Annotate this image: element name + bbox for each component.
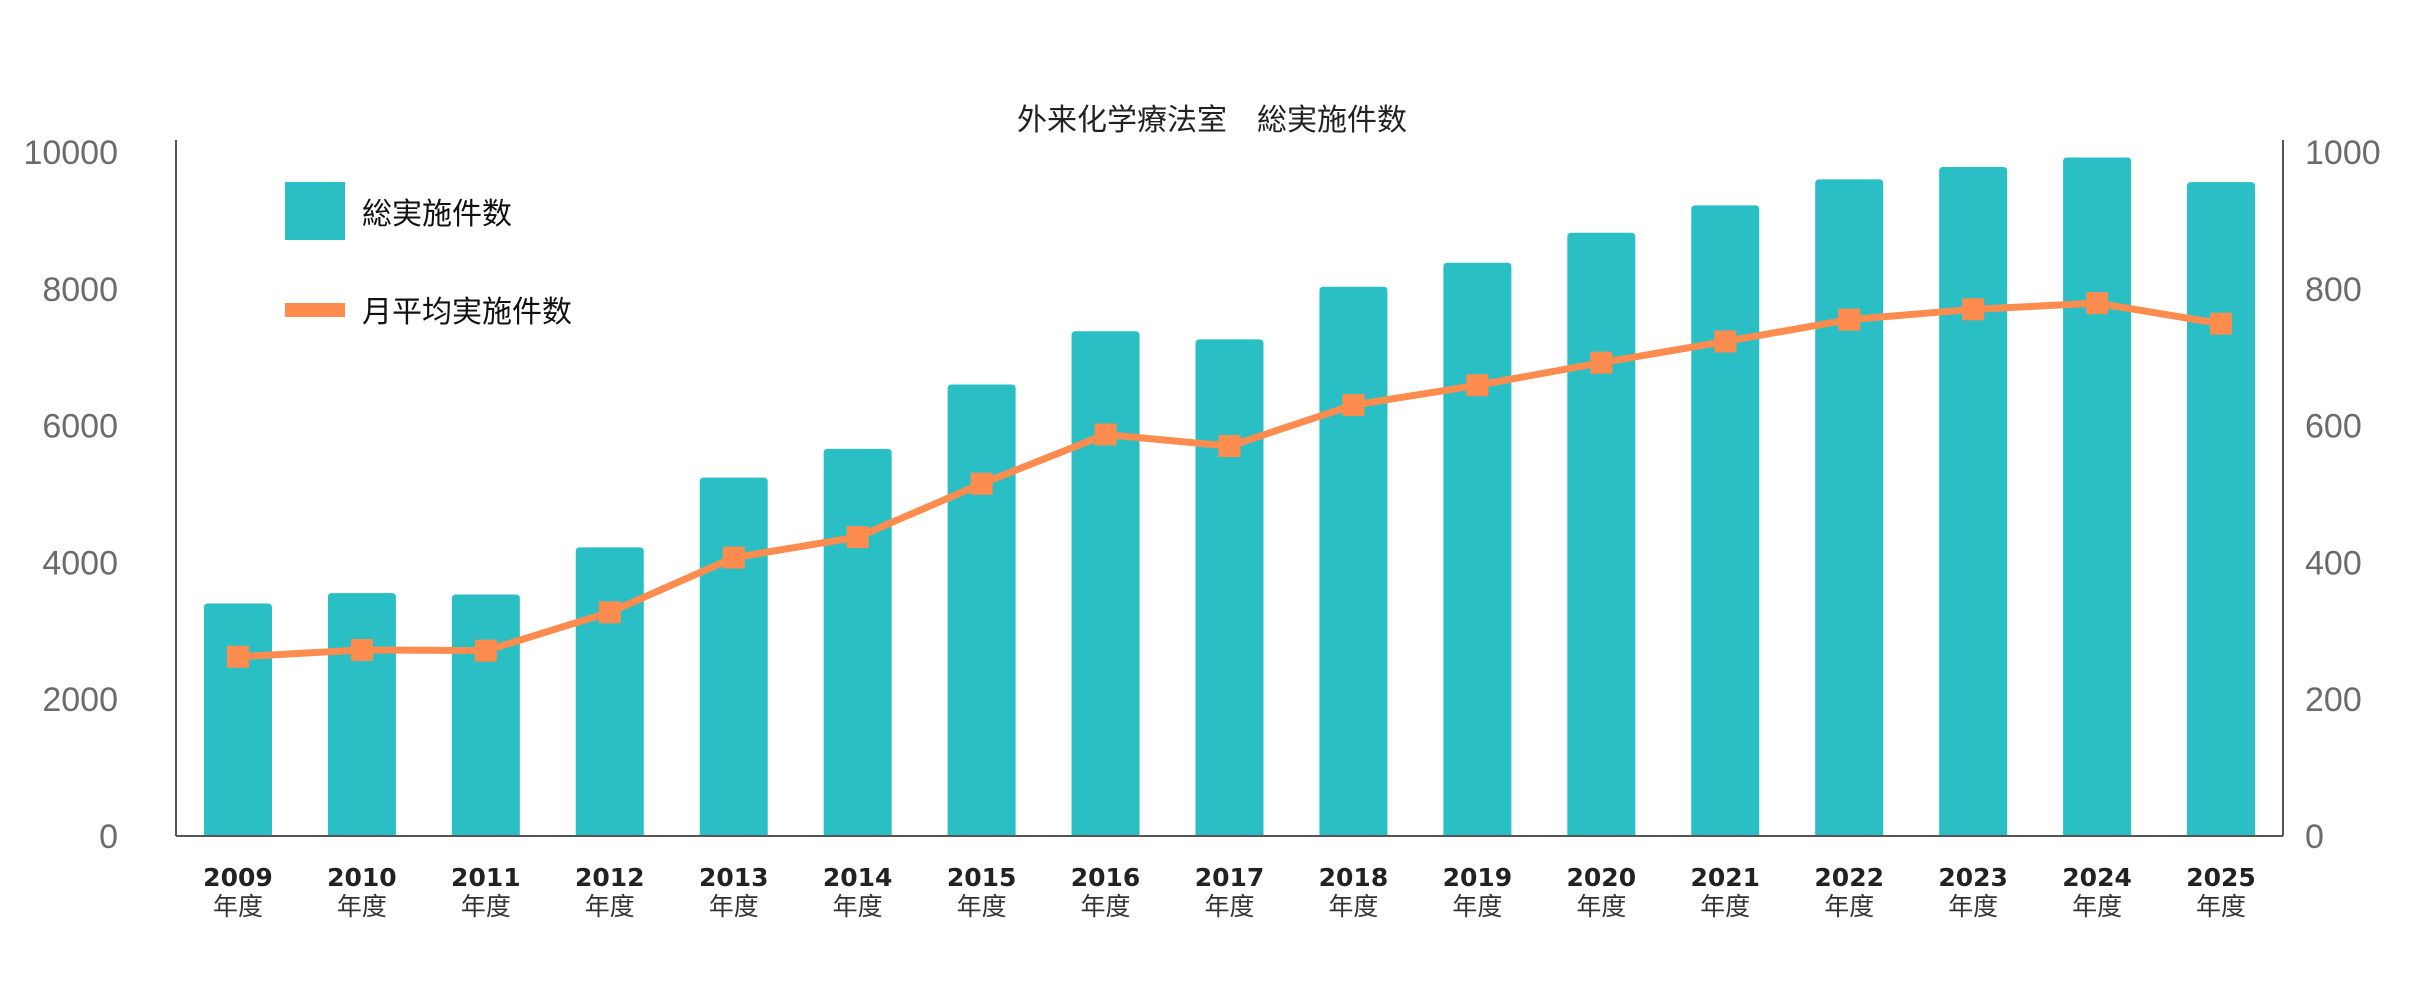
x-tick-unit: 年度 bbox=[1576, 892, 1626, 921]
x-tick-year-2013: 2013 bbox=[699, 863, 769, 892]
line-marker-2014 bbox=[846, 526, 869, 549]
x-tick-unit: 年度 bbox=[1948, 892, 1998, 921]
x-tick-year-2016: 2016 bbox=[1071, 863, 1141, 892]
x-tick-year-2018: 2018 bbox=[1319, 863, 1389, 892]
legend-label-bar: 総実施件数 bbox=[362, 197, 512, 232]
line-marker-2009 bbox=[226, 645, 249, 668]
bar-2017 bbox=[1195, 339, 1264, 836]
bar-2022 bbox=[1815, 179, 1884, 837]
line-series bbox=[226, 292, 2233, 668]
x-tick-unit: 年度 bbox=[709, 892, 759, 921]
x-tick-year-2012: 2012 bbox=[575, 863, 645, 892]
x-tick-unit: 年度 bbox=[213, 892, 263, 921]
line-marker-2023 bbox=[1962, 298, 1985, 321]
bar-2021 bbox=[1691, 205, 1760, 837]
right-tick-label: 0 bbox=[2305, 818, 2324, 856]
line-marker-2021 bbox=[1714, 330, 1737, 353]
line-marker-2013 bbox=[722, 546, 745, 569]
x-tick-unit: 年度 bbox=[1452, 892, 1502, 921]
line-marker-2025 bbox=[2210, 312, 2233, 335]
x-tick-unit: 年度 bbox=[1081, 892, 1131, 921]
x-tick-unit: 年度 bbox=[461, 892, 511, 921]
left-tick-label: 4000 bbox=[42, 544, 118, 582]
right-axis-ticks: 0 200 400 600 800 1000 bbox=[2305, 134, 2381, 856]
x-tick-year-2010: 2010 bbox=[327, 863, 397, 892]
x-tick-unit: 年度 bbox=[833, 892, 883, 921]
legend-swatch-bar bbox=[285, 182, 345, 240]
line-marker-2015 bbox=[970, 472, 993, 495]
x-tick-year-2021: 2021 bbox=[1690, 863, 1760, 892]
line-marker-2018 bbox=[1342, 394, 1365, 417]
right-tick-label: 800 bbox=[2305, 271, 2362, 309]
line-marker-2022 bbox=[1838, 308, 1861, 331]
x-tick-year-2025: 2025 bbox=[2186, 863, 2256, 892]
x-tick-year-2022: 2022 bbox=[1814, 863, 1884, 892]
x-tick-year-2009: 2009 bbox=[203, 863, 273, 892]
bar-2024 bbox=[2063, 157, 2132, 837]
x-tick-unit: 年度 bbox=[585, 892, 635, 921]
line-marker-2019 bbox=[1466, 374, 1489, 397]
bar-2011 bbox=[451, 594, 520, 836]
bar-2018 bbox=[1319, 286, 1388, 836]
x-tick-year-2014: 2014 bbox=[823, 863, 893, 892]
legend-swatch-line bbox=[285, 303, 345, 317]
bar-2020 bbox=[1567, 232, 1636, 836]
x-tick-unit: 年度 bbox=[2072, 892, 2122, 921]
x-tick-unit: 年度 bbox=[337, 892, 387, 921]
bar-2016 bbox=[1071, 331, 1140, 836]
x-axis-ticks: 2009年度2010年度2011年度2012年度2013年度2014年度2015… bbox=[203, 863, 2256, 921]
chart-title: 外来化学療法室 総実施件数 bbox=[1017, 103, 1407, 138]
bar-2014 bbox=[823, 448, 892, 836]
left-tick-label: 0 bbox=[99, 818, 118, 856]
legend-label-line: 月平均実施件数 bbox=[362, 295, 572, 330]
line-marker-2010 bbox=[350, 638, 373, 661]
bar-2012 bbox=[575, 547, 644, 836]
x-tick-year-2015: 2015 bbox=[947, 863, 1017, 892]
bar-2015 bbox=[947, 384, 1016, 836]
right-tick-label: 200 bbox=[2305, 681, 2362, 719]
line-marker-2011 bbox=[474, 639, 497, 662]
x-tick-unit: 年度 bbox=[1824, 892, 1874, 921]
bar-series bbox=[203, 157, 2256, 837]
left-tick-label: 10000 bbox=[23, 134, 118, 172]
line-marker-2024 bbox=[2086, 292, 2109, 315]
bar-2023 bbox=[1939, 167, 2008, 837]
legend: 総実施件数 月平均実施件数 bbox=[285, 182, 572, 330]
bar-2009 bbox=[203, 603, 272, 836]
left-tick-label: 6000 bbox=[42, 408, 118, 446]
bar-2019 bbox=[1443, 262, 1512, 837]
x-tick-year-2019: 2019 bbox=[1443, 863, 1513, 892]
bar-2025 bbox=[2187, 182, 2256, 836]
right-tick-label: 1000 bbox=[2305, 134, 2381, 172]
line-marker-2016 bbox=[1094, 423, 1117, 446]
x-tick-year-2024: 2024 bbox=[2062, 863, 2132, 892]
bar-2013 bbox=[699, 477, 768, 836]
x-tick-year-2020: 2020 bbox=[1567, 863, 1637, 892]
line-marker-2012 bbox=[598, 601, 621, 624]
line-marker-2017 bbox=[1218, 435, 1241, 458]
x-tick-year-2017: 2017 bbox=[1195, 863, 1265, 892]
bar-2010 bbox=[327, 593, 396, 836]
x-tick-year-2023: 2023 bbox=[1938, 863, 2008, 892]
left-axis-ticks: 0 2000 4000 6000 8000 10000 bbox=[23, 134, 118, 856]
line-marker-2020 bbox=[1590, 351, 1613, 374]
x-tick-unit: 年度 bbox=[957, 892, 1007, 921]
x-tick-year-2011: 2011 bbox=[451, 863, 521, 892]
right-tick-label: 600 bbox=[2305, 408, 2362, 446]
x-tick-unit: 年度 bbox=[1204, 892, 1254, 921]
x-tick-unit: 年度 bbox=[1328, 892, 1378, 921]
left-tick-label: 8000 bbox=[42, 271, 118, 309]
x-tick-unit: 年度 bbox=[2196, 892, 2246, 921]
x-tick-unit: 年度 bbox=[1700, 892, 1750, 921]
left-tick-label: 2000 bbox=[42, 681, 118, 719]
right-tick-label: 400 bbox=[2305, 544, 2362, 582]
